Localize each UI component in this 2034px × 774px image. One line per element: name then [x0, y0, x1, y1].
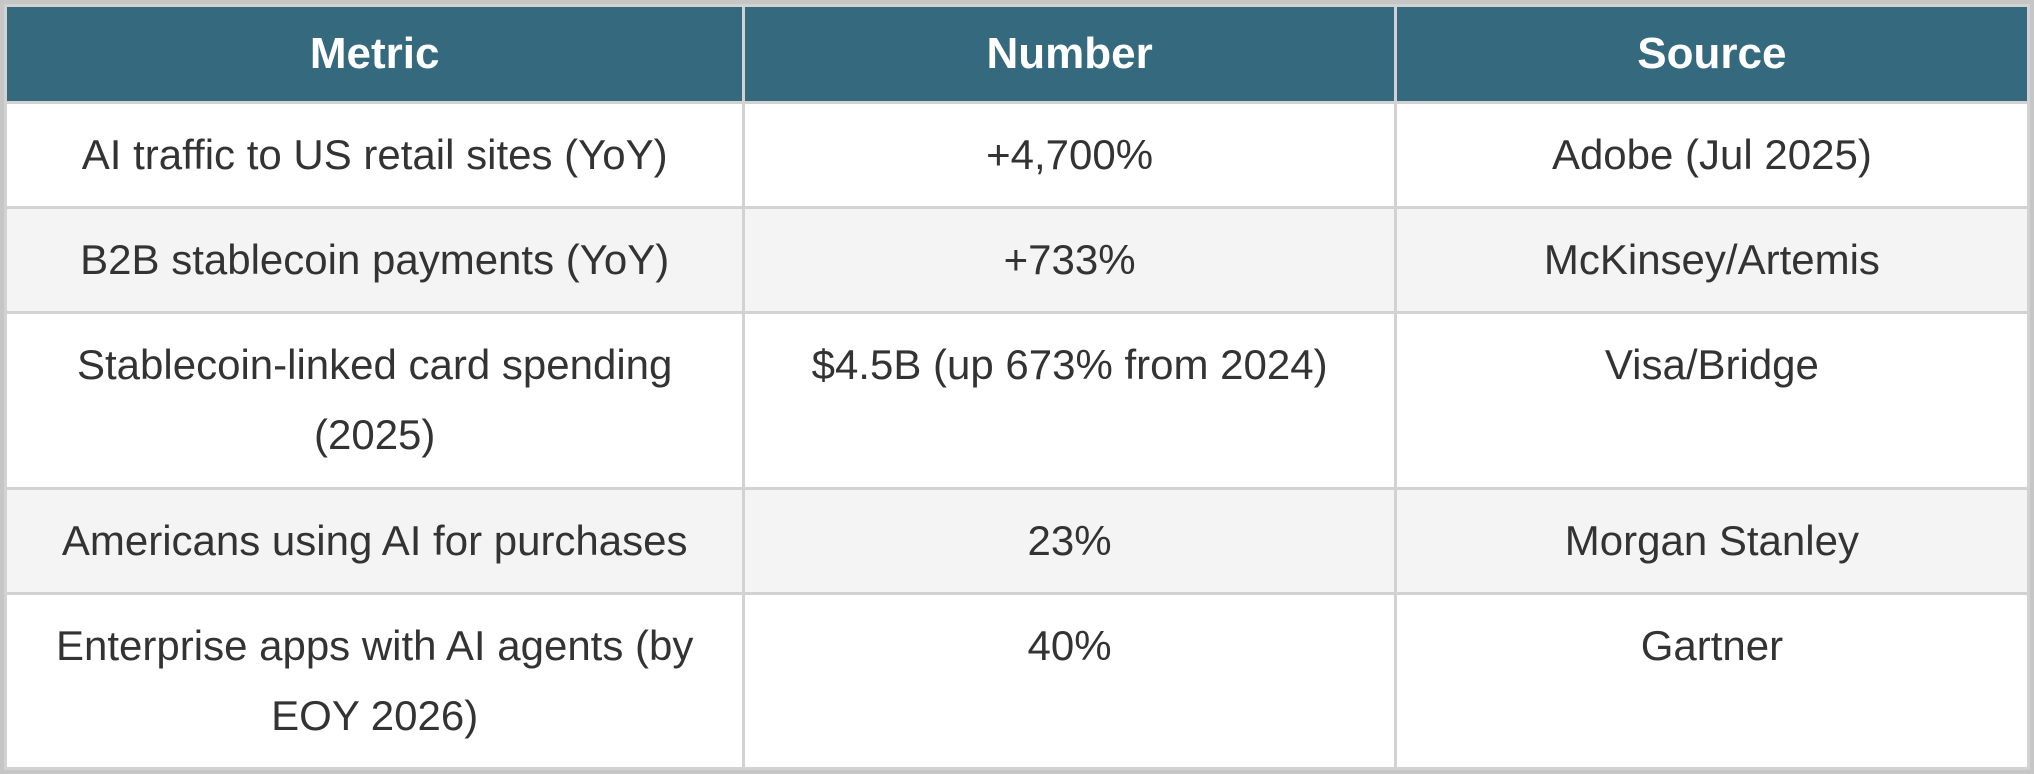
header-cell-number: Number: [742, 4, 1397, 104]
cell-number: +4,700%: [742, 100, 1397, 210]
cell-number: $4.5B (up 673% from 2024): [742, 311, 1397, 490]
header-row: Metric Number Source: [3, 4, 2031, 104]
cell-number: 40%: [742, 591, 1397, 771]
cell-metric: Americans using AI for purchases: [3, 486, 746, 595]
cell-source: Adobe (Jul 2025): [1393, 100, 2031, 210]
cell-source: Visa/Bridge: [1393, 311, 2031, 490]
cell-metric: Stablecoin-linked card spending (2025): [3, 311, 746, 490]
header-cell-source: Source: [1393, 4, 2031, 104]
table-row: Stablecoin-linked card spending (2025) $…: [3, 311, 2031, 490]
cell-metric: AI traffic to US retail sites (YoY): [3, 100, 746, 210]
cell-number: +733%: [742, 206, 1397, 315]
cell-source: Gartner: [1393, 591, 2031, 771]
cell-number: 23%: [742, 486, 1397, 595]
table-row: AI traffic to US retail sites (YoY) +4,7…: [3, 100, 2031, 210]
cell-source: McKinsey/Artemis: [1393, 206, 2031, 315]
cell-metric: B2B stablecoin payments (YoY): [3, 206, 746, 315]
cell-metric: Enterprise apps with AI agents (by EOY 2…: [3, 591, 746, 771]
cell-source: Morgan Stanley: [1393, 486, 2031, 595]
table-row: B2B stablecoin payments (YoY) +733% McKi…: [3, 206, 2031, 315]
table-row: Americans using AI for purchases 23% Mor…: [3, 486, 2031, 595]
table-row: Enterprise apps with AI agents (by EOY 2…: [3, 591, 2031, 771]
header-cell-metric: Metric: [3, 4, 746, 104]
metrics-table-grid: Metric Number Source AI traffic to US re…: [3, 4, 2031, 771]
